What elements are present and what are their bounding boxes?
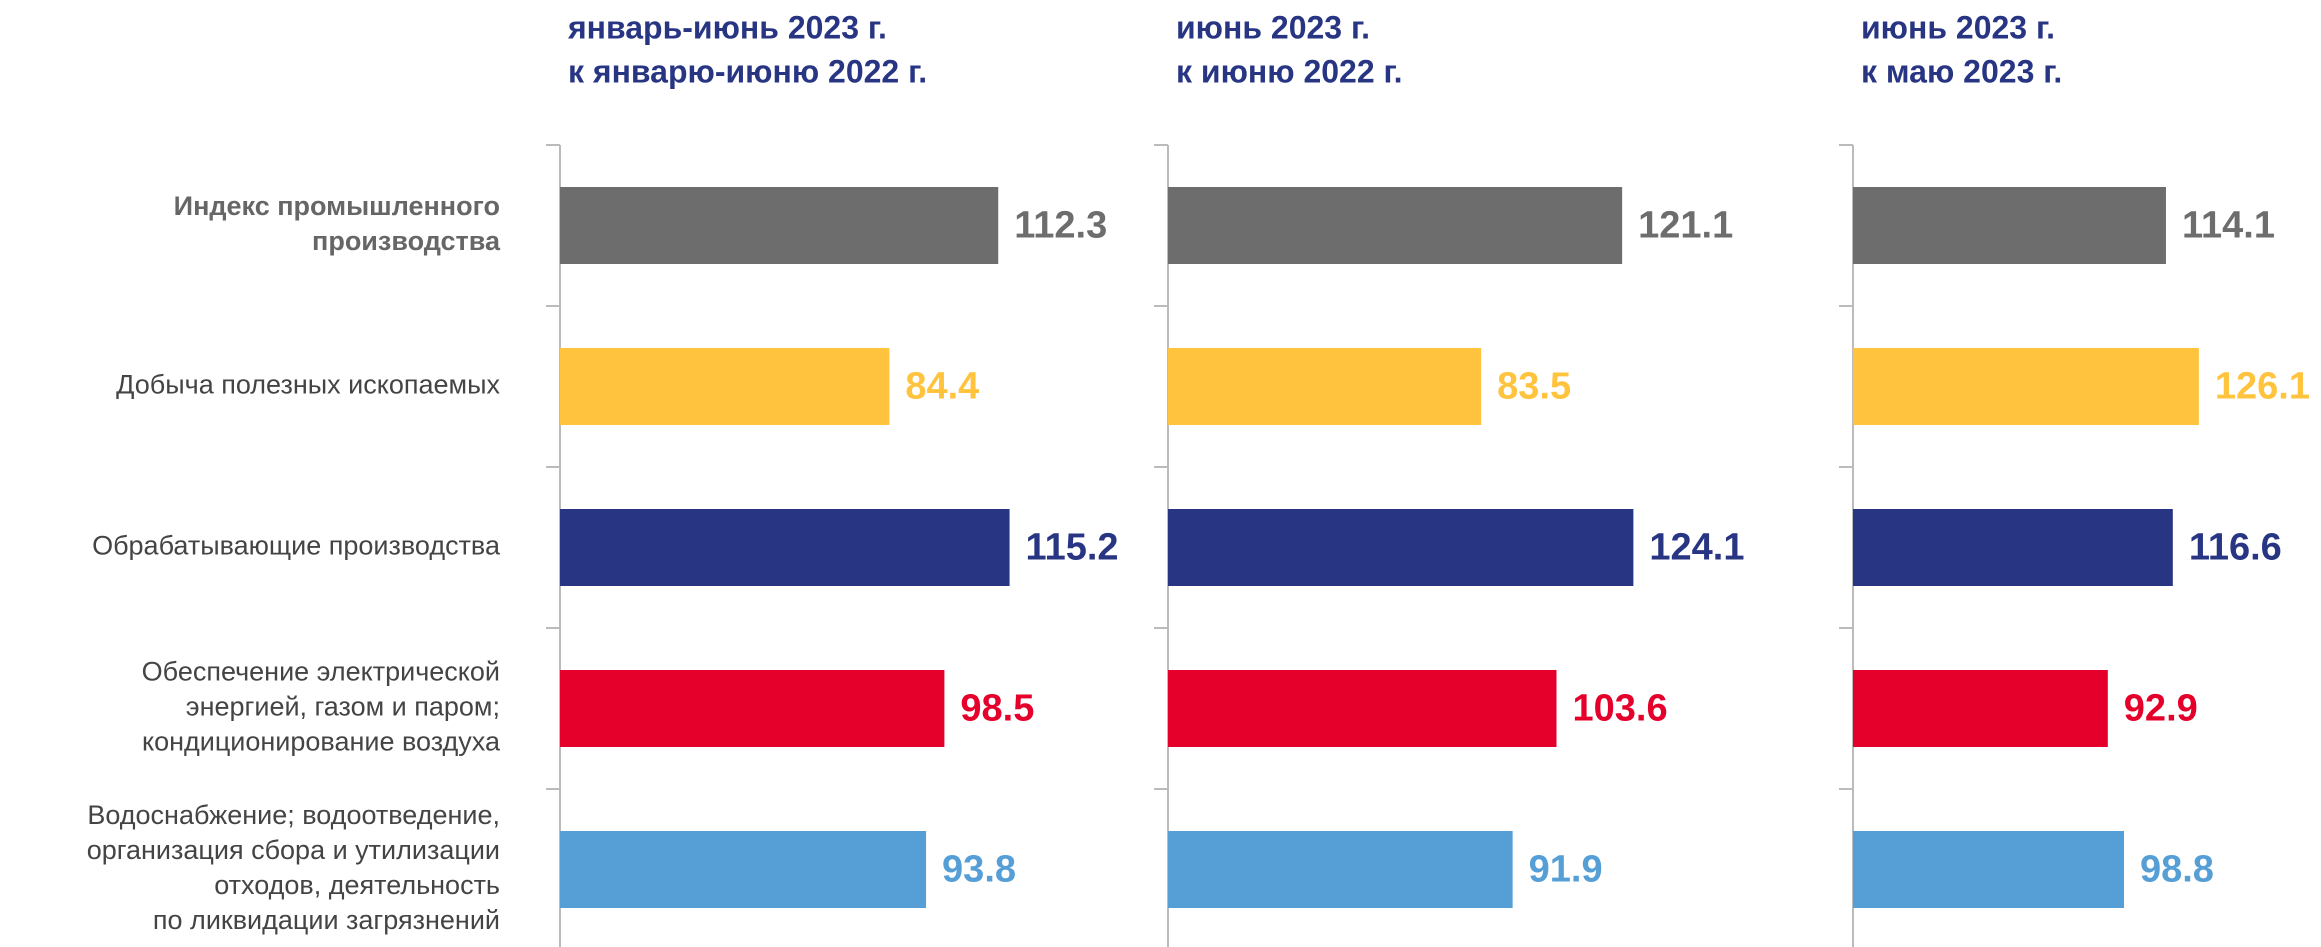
category-label: отходов, деятельность xyxy=(214,870,500,900)
value-label: 91.9 xyxy=(1529,849,1603,891)
chart-title: январь-июнь 2023 г. xyxy=(567,9,887,45)
chart-title: к маю 2023 г. xyxy=(1861,53,2062,89)
value-label: 116.6 xyxy=(2189,527,2282,569)
bar xyxy=(560,348,890,425)
value-label: 115.2 xyxy=(1026,527,1119,569)
value-label: 126.1 xyxy=(2215,366,2310,408)
bar xyxy=(1168,831,1513,908)
chart-title: к июню 2022 г. xyxy=(1176,53,1403,89)
category-label: Добыча полезных ископаемых xyxy=(116,370,500,400)
bar xyxy=(1853,509,2173,586)
value-label: 103.6 xyxy=(1573,688,1668,730)
category-label: Обеспечение электрической xyxy=(142,657,500,687)
value-label: 112.3 xyxy=(1014,205,1107,247)
chart-title: июнь 2023 г. xyxy=(1861,9,2055,45)
category-label: организация сбора и утилизации xyxy=(87,835,500,865)
bar xyxy=(1853,187,2166,264)
value-label: 124.1 xyxy=(1649,527,1744,569)
value-label: 98.8 xyxy=(2140,849,2214,891)
category-label: Обрабатывающие производства xyxy=(92,531,501,561)
bar xyxy=(560,187,999,264)
category-label: производства xyxy=(312,226,501,256)
bar xyxy=(560,670,945,747)
bar xyxy=(1168,348,1482,425)
bar xyxy=(1168,509,1634,586)
value-label: 93.8 xyxy=(942,849,1016,891)
value-label: 83.5 xyxy=(1497,366,1571,408)
value-label: 84.4 xyxy=(905,366,979,408)
bar xyxy=(1853,831,2124,908)
chart-title: июнь 2023 г. xyxy=(1176,9,1370,45)
category-label: кондиционирование воздуха xyxy=(142,727,501,757)
category-label: по ликвидации загрязнений xyxy=(153,905,500,935)
bar xyxy=(560,509,1010,586)
value-label: 121.1 xyxy=(1638,205,1733,247)
bar xyxy=(1168,187,1623,264)
bar xyxy=(1168,670,1557,747)
chart-title: к январю-июню 2022 г. xyxy=(568,53,927,89)
bar xyxy=(1853,670,2108,747)
category-label: Водоснабжение; водоотведение, xyxy=(87,800,500,830)
bar xyxy=(1853,348,2199,425)
value-label: 92.9 xyxy=(2124,688,2198,730)
bar xyxy=(560,831,927,908)
category-label: Индекс промышленного xyxy=(174,191,500,221)
value-label: 114.1 xyxy=(2182,205,2275,247)
category-label: энергией, газом и паром; xyxy=(186,692,500,722)
value-label: 98.5 xyxy=(960,688,1034,730)
